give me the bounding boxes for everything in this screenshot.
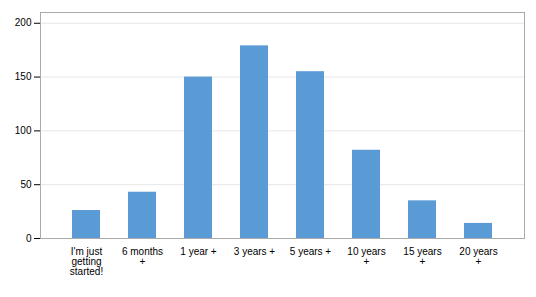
svg-text:200: 200 (15, 17, 32, 28)
svg-text:5 years +: 5 years + (290, 246, 332, 257)
svg-text:20 years+: 20 years+ (459, 246, 497, 267)
svg-text:100: 100 (15, 125, 32, 136)
svg-text:6 months+: 6 months+ (122, 246, 163, 267)
svg-text:0: 0 (26, 233, 32, 244)
svg-text:150: 150 (15, 71, 32, 82)
svg-text:I'm justgettingstarted!: I'm justgettingstarted! (70, 246, 103, 277)
svg-text:3 years +: 3 years + (234, 246, 276, 257)
svg-text:1 year +: 1 year + (180, 246, 217, 257)
svg-text:15 years+: 15 years+ (403, 246, 441, 267)
svg-text:10 years+: 10 years+ (347, 246, 385, 267)
svg-text:50: 50 (20, 179, 32, 190)
